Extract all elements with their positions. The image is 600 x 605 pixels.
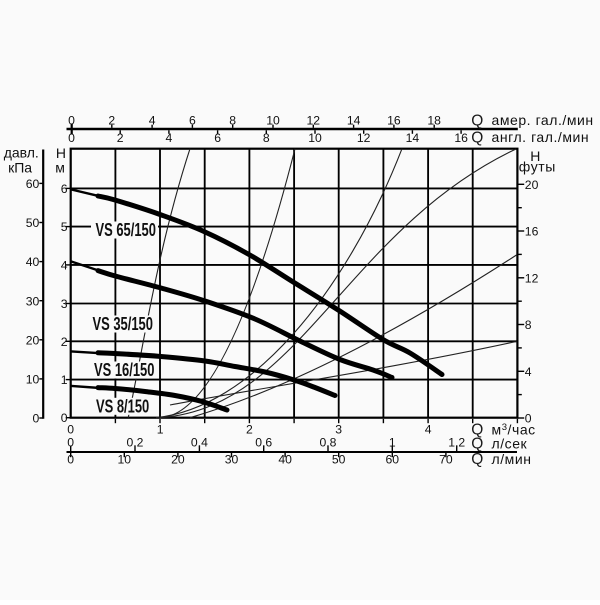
svg-text:Q: Q <box>471 129 483 146</box>
svg-text:0: 0 <box>525 412 532 426</box>
svg-text:60: 60 <box>26 177 40 191</box>
svg-text:0: 0 <box>61 411 68 425</box>
svg-text:16: 16 <box>525 225 539 239</box>
svg-text:2: 2 <box>246 423 253 437</box>
svg-text:50: 50 <box>332 452 346 466</box>
svg-text:8: 8 <box>525 318 532 332</box>
svg-text:10: 10 <box>308 131 322 145</box>
svg-text:амер. гал./мин: амер. гал./мин <box>492 112 594 128</box>
svg-text:Q: Q <box>471 112 483 129</box>
svg-text:2: 2 <box>117 131 124 145</box>
svg-text:3: 3 <box>61 297 68 311</box>
svg-text:3: 3 <box>335 423 342 437</box>
svg-text:англ. гал./мин: англ. гал./мин <box>492 129 590 145</box>
svg-text:12: 12 <box>357 131 371 145</box>
svg-text:VS 8/150: VS 8/150 <box>96 397 149 417</box>
svg-text:20: 20 <box>171 452 185 466</box>
svg-text:6: 6 <box>214 131 221 145</box>
svg-text:8: 8 <box>229 114 236 128</box>
svg-text:м: м <box>55 159 65 175</box>
svg-text:1: 1 <box>157 423 164 437</box>
svg-text:30: 30 <box>225 452 239 466</box>
svg-text:18: 18 <box>427 114 441 128</box>
svg-text:12: 12 <box>307 114 321 128</box>
svg-text:VS 65/150: VS 65/150 <box>96 221 157 241</box>
svg-text:0: 0 <box>67 452 74 466</box>
svg-text:20: 20 <box>26 333 40 347</box>
svg-text:0,4: 0,4 <box>191 436 208 450</box>
svg-text:0: 0 <box>33 412 40 426</box>
svg-text:0,6: 0,6 <box>255 436 272 450</box>
svg-text:0,8: 0,8 <box>320 436 337 450</box>
svg-text:Н: Н <box>530 148 540 164</box>
svg-text:16: 16 <box>387 114 401 128</box>
svg-text:Q: Q <box>471 422 483 439</box>
svg-text:л/сек: л/сек <box>492 436 528 452</box>
svg-text:14: 14 <box>406 131 420 145</box>
svg-text:10: 10 <box>26 373 40 387</box>
svg-text:кПа: кПа <box>8 159 32 175</box>
svg-text:5: 5 <box>61 220 68 234</box>
svg-text:2: 2 <box>61 335 68 349</box>
svg-text:20: 20 <box>525 178 539 192</box>
svg-text:1: 1 <box>389 436 396 450</box>
svg-text:л/мин: л/мин <box>492 451 532 467</box>
svg-text:1: 1 <box>61 373 68 387</box>
svg-text:футы: футы <box>519 159 556 175</box>
svg-text:6: 6 <box>61 182 68 196</box>
svg-text:70: 70 <box>439 452 453 466</box>
svg-text:1,2: 1,2 <box>448 436 465 450</box>
svg-text:60: 60 <box>386 452 400 466</box>
svg-text:6: 6 <box>189 114 196 128</box>
svg-text:Н: Н <box>56 145 66 161</box>
svg-text:давл.: давл. <box>4 145 39 161</box>
svg-text:30: 30 <box>26 294 40 308</box>
svg-text:50: 50 <box>26 216 40 230</box>
svg-text:40: 40 <box>278 452 292 466</box>
svg-text:Q: Q <box>471 436 483 453</box>
svg-text:4: 4 <box>525 365 532 379</box>
svg-text:12: 12 <box>525 271 539 285</box>
svg-text:4: 4 <box>149 114 156 128</box>
svg-text:Q: Q <box>471 451 483 468</box>
svg-text:8: 8 <box>263 131 270 145</box>
svg-text:10: 10 <box>266 114 280 128</box>
svg-text:0: 0 <box>68 114 75 128</box>
svg-text:40: 40 <box>26 255 40 269</box>
svg-text:14: 14 <box>347 114 361 128</box>
svg-text:2: 2 <box>108 114 115 128</box>
svg-text:VS 16/150: VS 16/150 <box>94 361 155 381</box>
svg-text:10: 10 <box>118 452 132 466</box>
svg-text:4: 4 <box>425 423 432 437</box>
svg-text:0: 0 <box>68 131 75 145</box>
svg-text:16: 16 <box>454 131 468 145</box>
svg-text:0: 0 <box>67 436 74 450</box>
svg-text:0,2: 0,2 <box>127 436 144 450</box>
svg-text:4: 4 <box>61 258 68 272</box>
svg-text:0: 0 <box>67 423 74 437</box>
svg-text:VS 35/150: VS 35/150 <box>93 315 154 335</box>
svg-text:4: 4 <box>166 131 173 145</box>
